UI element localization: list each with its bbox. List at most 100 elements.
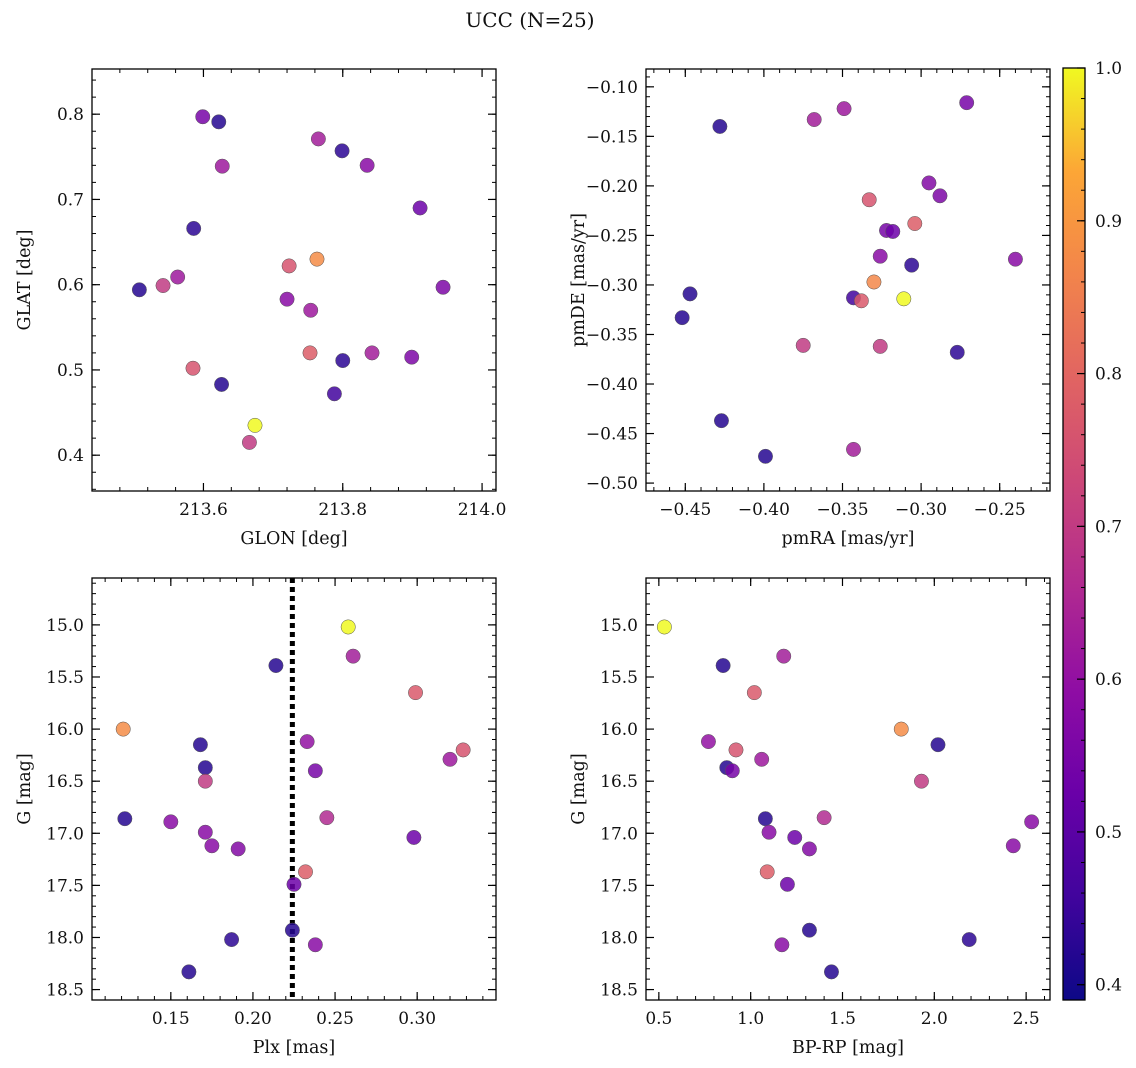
data-point: [170, 269, 186, 285]
y-tick-label: 16.0: [46, 720, 84, 740]
x-tick-label: 0.25: [316, 1009, 354, 1029]
y-tick-label: 16.5: [46, 772, 84, 792]
x-tick-label: 0.20: [234, 1009, 272, 1029]
x-tick-label: −0.30: [895, 500, 947, 520]
data-point: [761, 824, 777, 840]
data-point: [268, 658, 284, 673]
plot-frame: [91, 68, 497, 492]
y-tick-label: 18.0: [600, 928, 638, 948]
data-point: [197, 760, 213, 776]
x-tick-label: 0.5: [645, 1009, 672, 1029]
x-tick-label: −0.45: [659, 500, 711, 520]
y-tick-label: −0.10: [586, 78, 638, 98]
y-axis-label: G [mag]: [15, 753, 35, 824]
data-point: [700, 734, 716, 750]
x-tick-label: 213.6: [179, 500, 228, 520]
x-tick-label: 1.5: [829, 1009, 856, 1029]
data-point: [406, 830, 422, 845]
y-tick-label: 17.0: [46, 824, 84, 844]
data-point: [197, 824, 213, 840]
x-tick-label: −0.40: [738, 500, 790, 520]
data-point: [746, 685, 762, 701]
data-point: [836, 101, 852, 117]
data-point: [1005, 838, 1021, 854]
data-point: [1007, 251, 1023, 267]
x-axis-label: Plx [mas]: [253, 1038, 335, 1058]
y-tick-label: −0.30: [586, 276, 638, 296]
data-point: [230, 841, 246, 857]
plot-frame: [91, 577, 497, 1001]
colorbar-tick-label: 0.9: [1095, 212, 1122, 232]
data-point: [846, 441, 861, 457]
data-point: [861, 192, 877, 208]
y-tick-label: 0.8: [57, 105, 84, 125]
data-point: [774, 937, 790, 953]
data-point: [779, 876, 795, 892]
data-point: [435, 279, 451, 295]
data-point: [408, 685, 423, 701]
data-point: [307, 763, 323, 779]
x-tick-label: 214.0: [458, 500, 507, 520]
x-axis-label: BP-RP [mag]: [792, 1038, 904, 1058]
plot-frame: [645, 68, 1051, 492]
data-point: [806, 112, 822, 127]
x-tick-label: 0.15: [152, 1009, 190, 1029]
colorbar-frame: [1062, 67, 1086, 1001]
data-point: [674, 310, 690, 326]
data-point: [117, 811, 133, 827]
data-point: [787, 830, 803, 845]
y-tick-label: −0.50: [586, 474, 638, 494]
data-point: [728, 742, 744, 758]
y-tick-label: −0.40: [586, 375, 638, 395]
data-point: [131, 282, 147, 298]
data-point: [930, 737, 946, 753]
colorbar-tick-label: 0.5: [1095, 823, 1122, 843]
data-point: [340, 619, 356, 635]
y-tick-label: 17.5: [600, 876, 638, 896]
data-point: [893, 721, 909, 737]
data-point: [319, 810, 335, 826]
data-point: [334, 143, 350, 159]
figure-title: UCC (N=25): [465, 8, 594, 32]
data-point: [302, 345, 318, 361]
data-point: [961, 932, 977, 948]
y-tick-label: 17.0: [600, 824, 638, 844]
x-axis-label: pmRA [mas/yr]: [782, 529, 915, 549]
data-point: [412, 200, 428, 216]
data-point: [795, 337, 811, 353]
data-point: [824, 964, 839, 980]
data-point: [932, 188, 948, 204]
y-tick-label: 15.0: [46, 616, 84, 636]
data-point: [195, 109, 211, 125]
data-point: [959, 95, 975, 111]
y-tick-label: −0.45: [586, 425, 638, 445]
data-point: [241, 434, 257, 450]
y-tick-label: 15.5: [600, 668, 638, 688]
y-tick-label: 15.0: [600, 616, 638, 636]
data-point: [949, 344, 965, 360]
data-point: [359, 157, 375, 173]
data-point: [759, 864, 775, 880]
y-tick-label: 18.5: [46, 981, 84, 1001]
data-point: [335, 353, 351, 369]
colorbar: 0.4 0.5 0.6 0.7 0.8 0.9 1.0: [1062, 59, 1122, 1001]
data-point: [309, 251, 325, 267]
data-point: [281, 258, 297, 274]
data-point: [754, 751, 770, 767]
data-point: [907, 216, 923, 231]
scatter-panel-3: 0.15 0.20 0.25 0.30 15.0 15.5 16.0 16.5 17.0 17.5…: [15, 577, 497, 1058]
data-point: [115, 721, 131, 737]
data-point: [197, 773, 213, 789]
data-point: [866, 274, 882, 290]
y-tick-label: 0.7: [57, 190, 84, 210]
data-point: [279, 291, 295, 307]
data-point: [303, 302, 319, 318]
y-tick-label: 16.0: [600, 720, 638, 740]
colorbar-gradient: [1063, 68, 1085, 1000]
x-tick-label: 2.0: [921, 1009, 948, 1029]
data-point: [1024, 814, 1040, 830]
data-point: [872, 338, 888, 354]
x-axis-label: GLON [deg]: [240, 529, 347, 549]
data-point: [326, 386, 342, 402]
